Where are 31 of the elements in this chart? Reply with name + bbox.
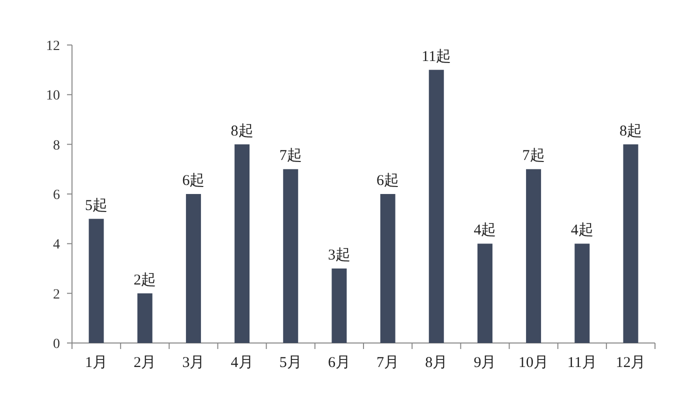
x-tick-label: 2月 (134, 355, 156, 371)
x-tick-label: 7月 (376, 355, 400, 371)
x-tick-label: 12月 (616, 355, 646, 371)
data-label: 4起 (474, 222, 496, 239)
data-label: 3起 (328, 246, 350, 264)
data-label: 6起 (376, 172, 400, 189)
data-label: 7起 (522, 147, 545, 164)
data-label: 11起 (422, 48, 452, 65)
x-tick-label: 1月 (85, 355, 108, 371)
data-label: 5起 (85, 196, 108, 214)
y-tick-label: 8 (53, 138, 60, 154)
data-label: 4起 (570, 222, 594, 239)
data-label: 8起 (619, 122, 642, 140)
data-label: 2起 (134, 271, 156, 288)
x-tick-label: 8月 (425, 355, 448, 371)
y-tick-label: 10 (46, 88, 60, 104)
y-tick-label: 0 (53, 337, 60, 352)
x-tick-label: 11月 (567, 355, 597, 371)
y-tick-label: 6 (53, 188, 60, 203)
data-label: 8起 (230, 122, 254, 140)
x-tick-label: 5月 (279, 355, 302, 371)
x-tick-label: 3月 (182, 355, 205, 371)
y-tick-label: 2 (53, 287, 60, 302)
y-tick-label: 4 (53, 238, 60, 253)
y-tick-label: 12 (46, 39, 60, 54)
x-tick-label: 10月 (518, 355, 549, 371)
x-tick-label: 6月 (328, 355, 350, 371)
x-tick-label: 4月 (230, 355, 254, 371)
data-label: 7起 (279, 147, 302, 164)
data-label: 6起 (182, 172, 205, 189)
x-tick-label: 9月 (474, 355, 496, 371)
